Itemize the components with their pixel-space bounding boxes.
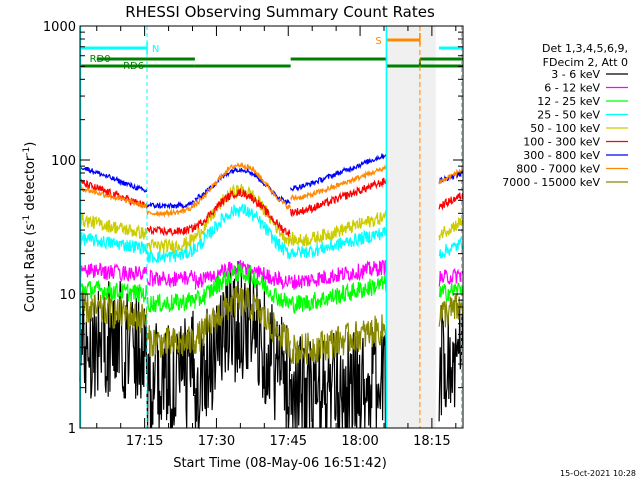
x-tick-label: 17:45 (270, 434, 307, 449)
legend-entry-label: 3 - 6 keV (551, 68, 600, 81)
y-tick-label: 10 (59, 288, 76, 303)
y-axis-label-superscript: -1 (22, 147, 32, 156)
rd6-flag-label: RD6 (123, 61, 144, 72)
y-axis-label-text: Count Rate (s (23, 224, 38, 313)
axes-layer: 1 10 100 1000 17:15 17:30 17:45 18:00 18:15 (43, 20, 463, 449)
series-line-800-7000keV (79, 162, 463, 218)
legend-entry-label: 100 - 300 keV (523, 136, 600, 149)
legend-entry-label: 300 - 800 keV (523, 149, 600, 162)
saa-flag-label: S (375, 36, 381, 47)
legend-header-line: FDecim 2, Att 0 (543, 56, 628, 69)
x-tick-label: 18:00 (341, 434, 378, 449)
y-tick-label: 100 (51, 154, 76, 169)
x-axis-label: Start Time (08-May-06 16:51:42) (173, 456, 387, 471)
x-tick-label: 17:15 (126, 434, 163, 449)
legend-entry-label: 800 - 7000 keV (516, 163, 600, 176)
series-line-300-800keV (79, 153, 464, 210)
y-axis-label-text: detector (23, 155, 38, 215)
series-layer (79, 153, 464, 430)
legend-entry-label: 25 - 50 keV (537, 109, 600, 122)
night-flag-label: N (152, 44, 159, 55)
y-axis-label-text: ) (23, 142, 38, 147)
legend-header-line: Det 1,3,4,5,6,9, (542, 42, 628, 55)
series-line-25-50keV (79, 203, 464, 264)
legend-entry-label: 12 - 25 keV (537, 95, 600, 108)
x-tick-label: 18:15 (413, 434, 450, 449)
series-line-50-100keV (79, 183, 464, 255)
y-axis-label: Count Rate (s-1 detector-1) (22, 142, 38, 313)
legend-entry-label: 7000 - 15000 keV (502, 176, 600, 189)
footer-date: 15-Oct-2021 10:28 (560, 469, 636, 478)
legend-entry-label: 6 - 12 keV (544, 82, 600, 95)
rd0-flag-label: RD0 (90, 54, 111, 65)
y-tick-label: 1 (68, 422, 76, 437)
series-line-12-25keV (79, 262, 464, 315)
plot-frame (79, 25, 464, 429)
y-tick-label: 1000 (43, 20, 76, 35)
y-axis-label-superscript: -1 (22, 215, 32, 224)
legend: Det 1,3,4,5,6,9,FDecim 2, Att 03 - 6 keV… (502, 42, 628, 189)
chart-title: RHESSI Observing Summary Count Rates (125, 3, 435, 21)
x-tick-label: 17:30 (198, 434, 235, 449)
plot-shading (386, 26, 436, 428)
data-gap-region (386, 26, 436, 428)
legend-entry-label: 50 - 100 keV (530, 122, 600, 135)
series-line-7000-15000keV (79, 286, 464, 366)
